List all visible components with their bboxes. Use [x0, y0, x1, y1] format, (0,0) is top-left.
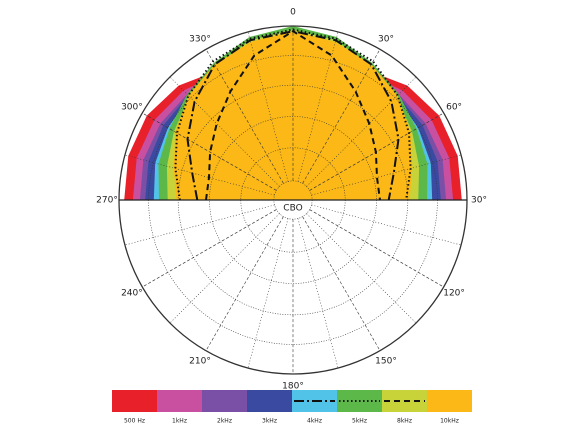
legend-label: 8kHz	[397, 418, 412, 425]
legend-label: 3kHz	[262, 418, 277, 425]
center-label: CBO	[283, 204, 302, 214]
grid-spoke	[302, 216, 381, 351]
grid-spoke	[124, 154, 275, 196]
angle-label: 30°	[378, 34, 394, 44]
grid-spoke	[205, 49, 284, 184]
coverage-line	[205, 30, 381, 201]
legend-swatch	[247, 390, 292, 412]
legend-label: 1kHz	[172, 418, 187, 425]
legend-label: 500 Hz	[124, 418, 145, 425]
legend-label: 10kHz	[440, 418, 459, 425]
coverage-line	[174, 28, 412, 201]
grid-spoke	[306, 213, 417, 324]
grid-spoke	[205, 216, 284, 351]
angle-label: 150°	[375, 357, 397, 367]
grid-spoke	[297, 218, 339, 369]
grid-spoke	[297, 31, 339, 182]
legend-label: 4kHz	[307, 418, 322, 425]
grid-spoke	[124, 204, 275, 246]
angle-label: 30°	[471, 196, 487, 206]
angle-label: 180°	[282, 382, 304, 392]
grid-spoke	[247, 31, 289, 182]
angle-label: 120°	[443, 289, 465, 299]
legend-swatch	[157, 390, 202, 412]
grid-spoke	[169, 76, 280, 187]
legend-swatch	[202, 390, 247, 412]
angle-label: 270°	[96, 196, 118, 206]
legend-label: 5kHz	[352, 418, 367, 425]
legend-swatch	[112, 390, 157, 412]
angle-label: 0	[290, 8, 296, 18]
angle-label: 300°	[121, 103, 143, 113]
angle-label: 240°	[121, 289, 143, 299]
grid-spoke	[311, 204, 462, 246]
grid-spoke	[309, 209, 444, 288]
legend-label: 2kHz	[217, 418, 232, 425]
grid-spoke	[142, 209, 277, 288]
legend-swatch	[427, 390, 472, 412]
angle-label: 330°	[189, 34, 211, 44]
grid-spoke	[142, 112, 277, 191]
angle-label: 60°	[446, 103, 462, 113]
coverage-line	[186, 30, 400, 201]
grid-spoke	[169, 213, 280, 324]
angle-label: 210°	[189, 357, 211, 367]
grid-spoke	[247, 218, 289, 369]
grid-spoke	[302, 49, 381, 184]
grid-spoke	[311, 154, 462, 196]
